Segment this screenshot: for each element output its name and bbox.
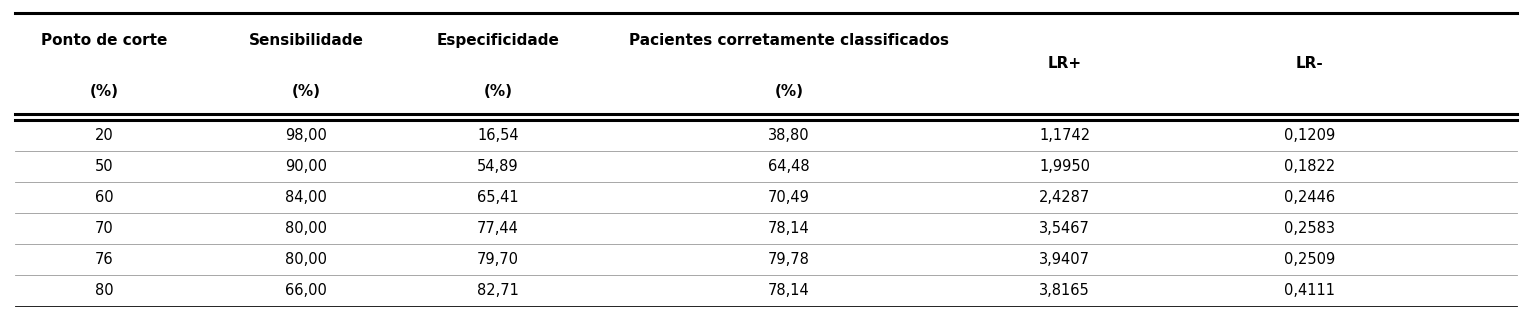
Text: 76: 76 [95, 252, 113, 266]
Text: 60: 60 [95, 190, 113, 205]
Text: 98,00: 98,00 [285, 128, 328, 143]
Text: LR+: LR+ [1048, 55, 1082, 71]
Text: 79,70: 79,70 [476, 252, 519, 266]
Text: 2,4287: 2,4287 [1039, 190, 1091, 205]
Text: 0,4111: 0,4111 [1284, 283, 1336, 298]
Text: 0,1822: 0,1822 [1284, 159, 1336, 174]
Text: 20: 20 [95, 128, 113, 143]
Text: (%): (%) [484, 84, 512, 99]
Text: 3,9407: 3,9407 [1039, 252, 1091, 266]
Text: 80,00: 80,00 [285, 252, 328, 266]
Text: 16,54: 16,54 [476, 128, 519, 143]
Text: 80: 80 [95, 283, 113, 298]
Text: 82,71: 82,71 [476, 283, 519, 298]
Text: 0,2446: 0,2446 [1284, 190, 1336, 205]
Text: 70: 70 [95, 220, 113, 236]
Text: 1,9950: 1,9950 [1039, 159, 1091, 174]
Text: 65,41: 65,41 [476, 190, 519, 205]
Text: 0,2509: 0,2509 [1284, 252, 1336, 266]
Text: 80,00: 80,00 [285, 220, 328, 236]
Text: (%): (%) [775, 84, 803, 99]
Text: 3,5467: 3,5467 [1039, 220, 1091, 236]
Text: 3,8165: 3,8165 [1039, 283, 1091, 298]
Text: 64,48: 64,48 [768, 159, 810, 174]
Text: 78,14: 78,14 [768, 283, 810, 298]
Text: Especificidade: Especificidade [437, 33, 559, 49]
Text: 0,1209: 0,1209 [1284, 128, 1336, 143]
Text: 77,44: 77,44 [476, 220, 519, 236]
Text: 70,49: 70,49 [768, 190, 810, 205]
Text: (%): (%) [90, 84, 118, 99]
Text: 90,00: 90,00 [285, 159, 328, 174]
Text: 79,78: 79,78 [768, 252, 810, 266]
Text: Pacientes corretamente classificados: Pacientes corretamente classificados [630, 33, 948, 49]
Text: 1,1742: 1,1742 [1039, 128, 1091, 143]
Text: 0,2583: 0,2583 [1284, 220, 1336, 236]
Text: 38,80: 38,80 [768, 128, 810, 143]
Text: (%): (%) [293, 84, 320, 99]
Text: 84,00: 84,00 [285, 190, 328, 205]
Text: 54,89: 54,89 [476, 159, 519, 174]
Text: 50: 50 [95, 159, 113, 174]
Text: LR-: LR- [1296, 55, 1324, 71]
Text: 66,00: 66,00 [285, 283, 328, 298]
Text: Ponto de corte: Ponto de corte [41, 33, 167, 49]
Text: 78,14: 78,14 [768, 220, 810, 236]
Text: Sensibilidade: Sensibilidade [250, 33, 363, 49]
